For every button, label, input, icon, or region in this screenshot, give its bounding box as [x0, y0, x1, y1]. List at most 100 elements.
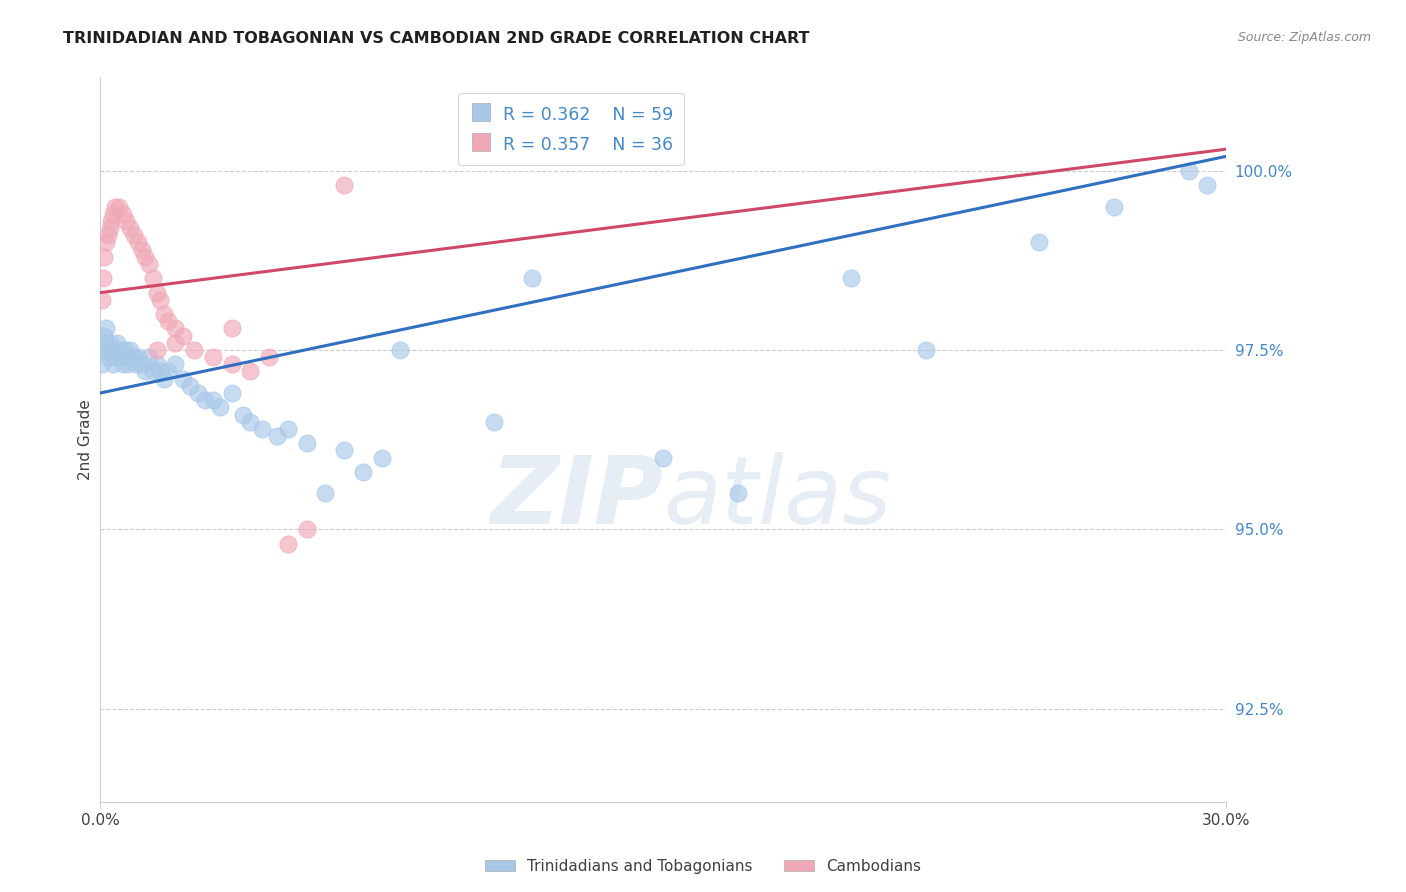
Point: [104, 200, 127, 214]
Point: [179, 379, 201, 393]
Point: [114, 343, 136, 357]
Point: [221, 386, 243, 401]
Point: [333, 443, 356, 458]
Point: [232, 408, 254, 422]
Point: [97, 350, 120, 364]
Point: [91, 357, 114, 371]
Point: [105, 335, 128, 350]
Text: ZIP: ZIP: [491, 451, 664, 543]
Point: [104, 350, 127, 364]
Point: [156, 364, 179, 378]
Point: [201, 350, 224, 364]
Point: [484, 415, 506, 429]
Point: [108, 343, 131, 357]
Point: [915, 343, 938, 357]
Point: [727, 486, 749, 500]
Point: [142, 364, 165, 378]
Point: [277, 422, 299, 436]
Point: [117, 357, 139, 371]
Point: [91, 343, 114, 357]
Point: [138, 350, 160, 364]
Text: Source: ZipAtlas.com: Source: ZipAtlas.com: [1237, 31, 1371, 45]
Point: [97, 228, 120, 243]
Point: [153, 307, 176, 321]
Point: [389, 343, 412, 357]
Point: [239, 415, 262, 429]
Point: [94, 235, 117, 250]
Point: [156, 314, 179, 328]
Point: [187, 386, 209, 401]
Point: [370, 450, 392, 465]
Point: [183, 343, 205, 357]
Point: [131, 357, 153, 371]
Point: [110, 350, 132, 364]
Point: [142, 271, 165, 285]
Point: [352, 465, 374, 479]
Point: [111, 207, 134, 221]
Point: [239, 364, 262, 378]
Point: [100, 343, 122, 357]
Point: [134, 250, 156, 264]
Point: [1102, 200, 1125, 214]
Point: [221, 321, 243, 335]
Point: [120, 221, 142, 235]
Point: [209, 401, 232, 415]
Text: TRINIDADIAN AND TOBAGONIAN VS CAMBODIAN 2ND GRADE CORRELATION CHART: TRINIDADIAN AND TOBAGONIAN VS CAMBODIAN …: [63, 31, 810, 46]
Point: [127, 350, 149, 364]
Point: [127, 235, 149, 250]
Point: [103, 357, 125, 371]
Point: [115, 214, 138, 228]
Point: [1197, 178, 1219, 192]
Point: [91, 293, 114, 307]
Point: [108, 200, 131, 214]
Point: [295, 522, 318, 536]
Point: [145, 357, 167, 371]
Point: [1028, 235, 1050, 250]
Point: [172, 372, 194, 386]
Point: [103, 207, 125, 221]
Point: [165, 321, 187, 335]
Point: [98, 221, 121, 235]
Point: [295, 436, 318, 450]
Point: [149, 364, 172, 378]
Point: [266, 429, 288, 443]
Point: [520, 271, 543, 285]
Point: [145, 285, 167, 300]
Point: [93, 250, 115, 264]
Point: [134, 364, 156, 378]
Point: [172, 328, 194, 343]
Legend: R = 0.362    N = 59, R = 0.357    N = 36: R = 0.362 N = 59, R = 0.357 N = 36: [458, 94, 683, 165]
Point: [131, 243, 153, 257]
Point: [277, 536, 299, 550]
Y-axis label: 2nd Grade: 2nd Grade: [79, 400, 93, 480]
Point: [165, 357, 187, 371]
Point: [138, 257, 160, 271]
Point: [165, 335, 187, 350]
Point: [93, 328, 115, 343]
Point: [98, 335, 121, 350]
Point: [257, 350, 280, 364]
Point: [94, 321, 117, 335]
Point: [122, 228, 145, 243]
Point: [93, 335, 115, 350]
Text: atlas: atlas: [664, 452, 891, 543]
Point: [100, 214, 122, 228]
Point: [1177, 163, 1199, 178]
Point: [652, 450, 675, 465]
Point: [111, 357, 134, 371]
Point: [125, 357, 148, 371]
Point: [221, 357, 243, 371]
Point: [145, 343, 167, 357]
Point: [194, 393, 217, 408]
Point: [120, 343, 142, 357]
Point: [91, 271, 114, 285]
Point: [149, 293, 172, 307]
Point: [201, 393, 224, 408]
Point: [115, 350, 138, 364]
Point: [250, 422, 273, 436]
Point: [122, 350, 145, 364]
Point: [153, 372, 176, 386]
Point: [839, 271, 862, 285]
Legend: Trinidadians and Tobagonians, Cambodians: Trinidadians and Tobagonians, Cambodians: [478, 853, 928, 880]
Point: [333, 178, 356, 192]
